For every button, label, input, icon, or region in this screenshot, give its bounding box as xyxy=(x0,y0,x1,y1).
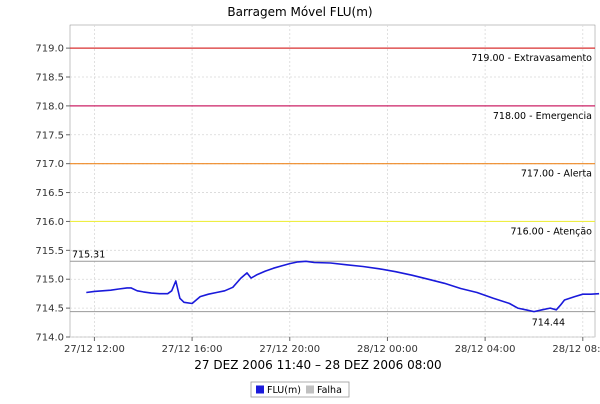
threshold-label: 718.00 - Emergencia xyxy=(493,111,592,122)
threshold-lines: 719.00 - Extravasamento 718.00 - Emergenc… xyxy=(70,47,595,329)
y-tick-label: 716.0 xyxy=(35,217,64,228)
legend-label: Falha xyxy=(317,385,342,396)
x-tick-label: 28/12 04:00 xyxy=(455,344,516,355)
threshold-label: 719.00 - Extravasamento xyxy=(471,53,592,64)
legend-swatch xyxy=(306,385,314,394)
y-tick-label: 717.5 xyxy=(35,130,64,141)
legend-box xyxy=(250,381,350,398)
plot-area xyxy=(69,24,596,338)
threshold-label: 716.00 - Atenção xyxy=(511,226,593,237)
y-tick-label: 718.0 xyxy=(35,101,64,112)
series-line xyxy=(86,260,600,313)
x-tick-label: 28/12 08:00 xyxy=(552,344,600,355)
reference-label: 714.44 xyxy=(532,318,565,329)
y-tick-label: 717.0 xyxy=(35,159,64,170)
legend-swatch xyxy=(256,385,264,394)
y-tick-label: 718.5 xyxy=(35,73,64,84)
x-axis-label: 27 DEZ 2006 11:40 – 28 DEZ 2006 08:00 xyxy=(194,358,441,372)
reference-label: 715.31 xyxy=(72,249,105,260)
legend-label: FLU(m) xyxy=(267,385,301,396)
y-tick-label: 715.0 xyxy=(35,275,64,286)
y-tick-label: 714.5 xyxy=(35,304,64,315)
x-tick-label: 27/12 12:00 xyxy=(64,344,125,355)
y-tick-label: 715.5 xyxy=(35,246,64,257)
legend: FLU(m) Falha xyxy=(250,381,350,398)
y-tick-label: 716.5 xyxy=(35,188,64,199)
threshold-label: 717.00 - Alerta xyxy=(521,169,592,180)
y-axis: 714.0 714.5 715.0 715.5 716.0 716.5 717.0 717.5… xyxy=(35,44,70,344)
y-tick-label: 714.0 xyxy=(35,333,64,344)
chart-title: Barragem Móvel FLU(m) xyxy=(227,5,372,19)
x-axis: 27/12 12:00 27/12 16:00 27/12 20:00 28/12 0… xyxy=(64,337,600,355)
y-tick-label: 719.0 xyxy=(35,44,64,55)
x-tick-label: 27/12 16:00 xyxy=(162,344,223,355)
x-tick-label: 27/12 20:00 xyxy=(259,344,320,355)
series-layer xyxy=(86,260,600,313)
x-tick-label: 28/12 00:00 xyxy=(357,344,418,355)
